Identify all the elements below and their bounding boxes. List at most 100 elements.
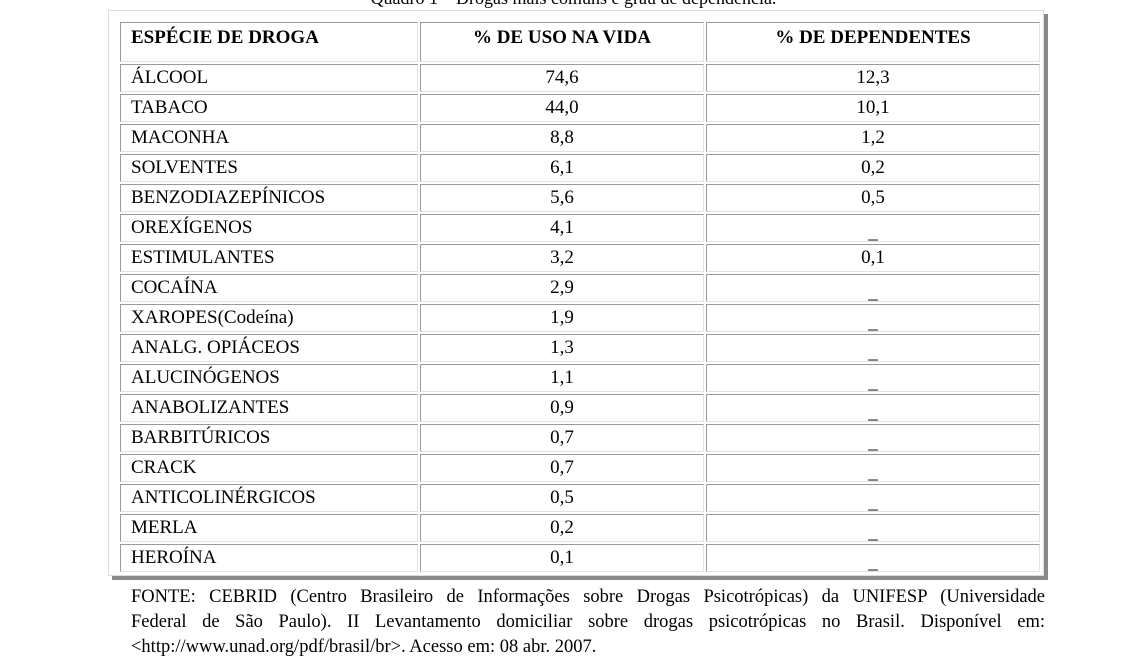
cell-text: 5,6 [550,187,574,208]
cell-text: 0,9 [550,397,574,418]
cell-text: _ [868,492,878,512]
cell-text: _ [868,522,878,542]
cell-lifetime-use: 0,7 [420,424,704,452]
cell-dependents: _ [706,214,1040,242]
table-row: BENZODIAZEPÍNICOS 5,6 0,5 [120,184,1040,212]
cell-lifetime-use: 1,3 [420,334,704,362]
cell-text: HEROÍNA [131,547,217,568]
cell-text: ANALG. OPIÁCEOS [131,337,300,358]
table-row: ÁLCOOL 74,6 12,3 [120,64,1040,92]
cell-text: _ [868,402,878,422]
cell-text: COCAÍNA [131,277,218,298]
cell-drug-type: MERLA [120,514,418,542]
table-row: SOLVENTES 6,1 0,2 [120,154,1040,182]
cell-lifetime-use: 3,2 [420,244,704,272]
cell-text: 12,3 [856,67,890,88]
table-row: COCAÍNA 2,9 _ [120,274,1040,302]
cell-drug-type: ANTICOLINÉRGICOS [120,484,418,512]
cell-text: 1,3 [550,337,574,358]
cell-lifetime-use: 0,7 [420,454,704,482]
table-row: XAROPES(Codeína) 1,9 _ [120,304,1040,332]
cell-lifetime-use: 0,1 [420,544,704,572]
cell-text: _ [868,432,878,452]
cell-text: _ [868,552,878,572]
cell-text: 0,1 [861,247,885,268]
cell-dependents: _ [706,364,1040,392]
cell-text: CRACK [131,457,197,478]
cell-text: 1,1 [550,367,574,388]
cell-dependents: _ [706,274,1040,302]
table-row: CRACK 0,7 _ [120,454,1040,482]
table-row: OREXÍGENOS 4,1 _ [120,214,1040,242]
cell-text: _ [868,282,878,302]
cell-lifetime-use: 5,6 [420,184,704,212]
cell-text: 4,1 [550,217,574,238]
cell-dependents: 10,1 [706,94,1040,122]
cell-lifetime-use: 0,5 [420,484,704,512]
cell-drug-type: COCAÍNA [120,274,418,302]
table-row: BARBITÚRICOS 0,7 _ [120,424,1040,452]
cell-drug-type: TABACO [120,94,418,122]
table-row: MERLA 0,2 _ [120,514,1040,542]
cell-text: 0,5 [550,487,574,508]
cell-text: 0,5 [861,187,885,208]
cell-lifetime-use: 8,8 [420,124,704,152]
table-row: ESTIMULANTES 3,2 0,1 [120,244,1040,272]
cell-dependents: _ [706,394,1040,422]
cell-lifetime-use: 44,0 [420,94,704,122]
table-row: ANABOLIZANTES 0,9 _ [120,394,1040,422]
cell-text: 6,1 [550,157,574,178]
cell-lifetime-use: 2,9 [420,274,704,302]
cell-text: 10,1 [856,97,890,118]
cell-lifetime-use: 0,2 [420,514,704,542]
cell-text: 1,9 [550,307,574,328]
cell-drug-type: BARBITÚRICOS [120,424,418,452]
cell-drug-type: MACONHA [120,124,418,152]
cell-text: 44,0 [545,97,579,118]
cell-lifetime-use: 0,9 [420,394,704,422]
cell-lifetime-use: 6,1 [420,154,704,182]
cell-text: MACONHA [131,127,230,148]
table-row: HEROÍNA 0,1 _ [120,544,1040,572]
cell-text: 74,6 [545,67,579,88]
cell-drug-type: SOLVENTES [120,154,418,182]
cell-text: TABACO [131,97,208,118]
cell-dependents: 12,3 [706,64,1040,92]
cell-dependents: 0,5 [706,184,1040,212]
cell-drug-type: ESTIMULANTES [120,244,418,272]
cell-lifetime-use: 4,1 [420,214,704,242]
source-line-1: FONTE: CEBRID (Centro Brasileiro de Info… [131,587,1045,607]
table-row: MACONHA 8,8 1,2 [120,124,1040,152]
cell-text: ALUCINÓGENOS [131,367,280,388]
cell-text: 0,1 [550,547,574,568]
cell-text: ANTICOLINÉRGICOS [131,487,316,508]
cell-dependents: _ [706,514,1040,542]
cell-drug-type: ÁLCOOL [120,64,418,92]
source-line-3: <http://www.unad.org/pdf/brasil/br>. Ace… [131,637,597,657]
cell-text: _ [868,312,878,332]
cell-dependents: _ [706,484,1040,512]
cell-dependents: _ [706,454,1040,482]
cell-lifetime-use: 1,9 [420,304,704,332]
header-lifetime-use: % DE USO NA VIDA [420,22,704,62]
cell-text: _ [868,342,878,362]
cell-text: 1,2 [861,127,885,148]
cell-text: OREXÍGENOS [131,217,253,238]
table-row: ALUCINÓGENOS 1,1 _ [120,364,1040,392]
cell-drug-type: ANALG. OPIÁCEOS [120,334,418,362]
cell-drug-type: ALUCINÓGENOS [120,364,418,392]
cell-text: 0,2 [861,157,885,178]
cell-text: 2,9 [550,277,574,298]
cell-text: 0,7 [550,457,574,478]
cell-drug-type: ANABOLIZANTES [120,394,418,422]
header-drug-type: ESPÉCIE DE DROGA [120,22,418,62]
cell-text: ESTIMULANTES [131,247,275,268]
cell-dependents: _ [706,304,1040,332]
cell-drug-type: OREXÍGENOS [120,214,418,242]
cell-text: 0,7 [550,427,574,448]
cell-text: BARBITÚRICOS [131,427,271,448]
cell-drug-type: CRACK [120,454,418,482]
cell-text: BENZODIAZEPÍNICOS [131,187,326,208]
cell-drug-type: XAROPES(Codeína) [120,304,418,332]
table-header-row: ESPÉCIE DE DROGA % DE USO NA VIDA % DE D… [120,22,1040,62]
